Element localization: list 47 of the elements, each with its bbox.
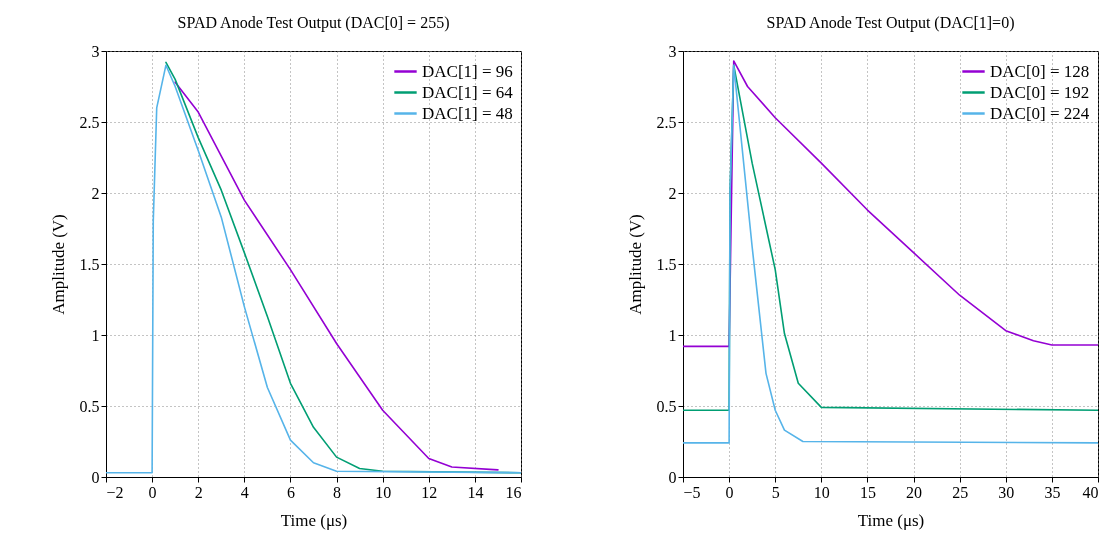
- x-axis-title: Time (μs): [280, 510, 348, 530]
- y-tick-label: 2: [91, 184, 100, 202]
- y-tick-label: 0: [668, 468, 677, 486]
- y-axis-title: Amplitude (V): [48, 214, 68, 315]
- x-tick-label: 25: [952, 483, 969, 501]
- y-tick-label: 0: [91, 468, 100, 486]
- x-tick-label: 12: [421, 483, 438, 501]
- y-tick-label: 1: [668, 326, 677, 344]
- x-tick-label: 0: [725, 483, 734, 501]
- x-tick-label: 35: [1044, 483, 1061, 501]
- y-tick-label: 3: [91, 42, 100, 60]
- legend-label: DAC[0] = 224: [990, 103, 1090, 123]
- chart-title: SPAD Anode Test Output (DAC[0] = 255): [177, 14, 450, 32]
- legend-label: DAC[0] = 128: [990, 61, 1090, 81]
- x-tick-label: −5: [683, 483, 701, 501]
- x-tick-label: 20: [906, 483, 923, 501]
- x-tick-label: 14: [467, 483, 484, 501]
- y-tick-label: 1: [91, 326, 100, 344]
- x-axis-title: Time (μs): [857, 510, 925, 530]
- legend-label: DAC[0] = 192: [990, 82, 1090, 102]
- legend-label: DAC[1] = 48: [422, 103, 513, 123]
- x-tick-label: 15: [859, 483, 876, 501]
- x-tick-label: 16: [505, 483, 522, 501]
- x-tick-label: 10: [813, 483, 830, 501]
- x-tick-label: 0: [148, 483, 157, 501]
- x-tick-label: 10: [375, 483, 392, 501]
- x-tick-label: 6: [286, 483, 295, 501]
- y-tick-label: 3: [668, 42, 677, 60]
- x-tick-label: 2: [194, 483, 203, 501]
- y-tick-label: 1.5: [656, 255, 677, 273]
- x-tick-label: −2: [106, 483, 124, 501]
- y-axis-title: Amplitude (V): [625, 214, 645, 315]
- x-tick-label: 30: [998, 483, 1015, 501]
- y-tick-label: 0.5: [79, 397, 100, 415]
- legend-label: DAC[1] = 64: [422, 82, 514, 102]
- y-tick-label: 2.5: [656, 113, 677, 131]
- chart-title: SPAD Anode Test Output (DAC[1]=0): [766, 14, 1015, 32]
- y-tick-label: 0.5: [656, 397, 677, 415]
- line-series: [683, 60, 1098, 348]
- legend-label: DAC[1] = 96: [422, 61, 513, 81]
- x-tick-label: 8: [333, 483, 342, 501]
- y-tick-label: 2.5: [79, 113, 100, 131]
- x-tick-label: 5: [771, 483, 780, 501]
- x-tick-label: 40: [1082, 483, 1099, 501]
- y-tick-label: 2: [668, 184, 677, 202]
- x-tick-label: 4: [240, 483, 249, 501]
- y-tick-label: 1.5: [79, 255, 100, 273]
